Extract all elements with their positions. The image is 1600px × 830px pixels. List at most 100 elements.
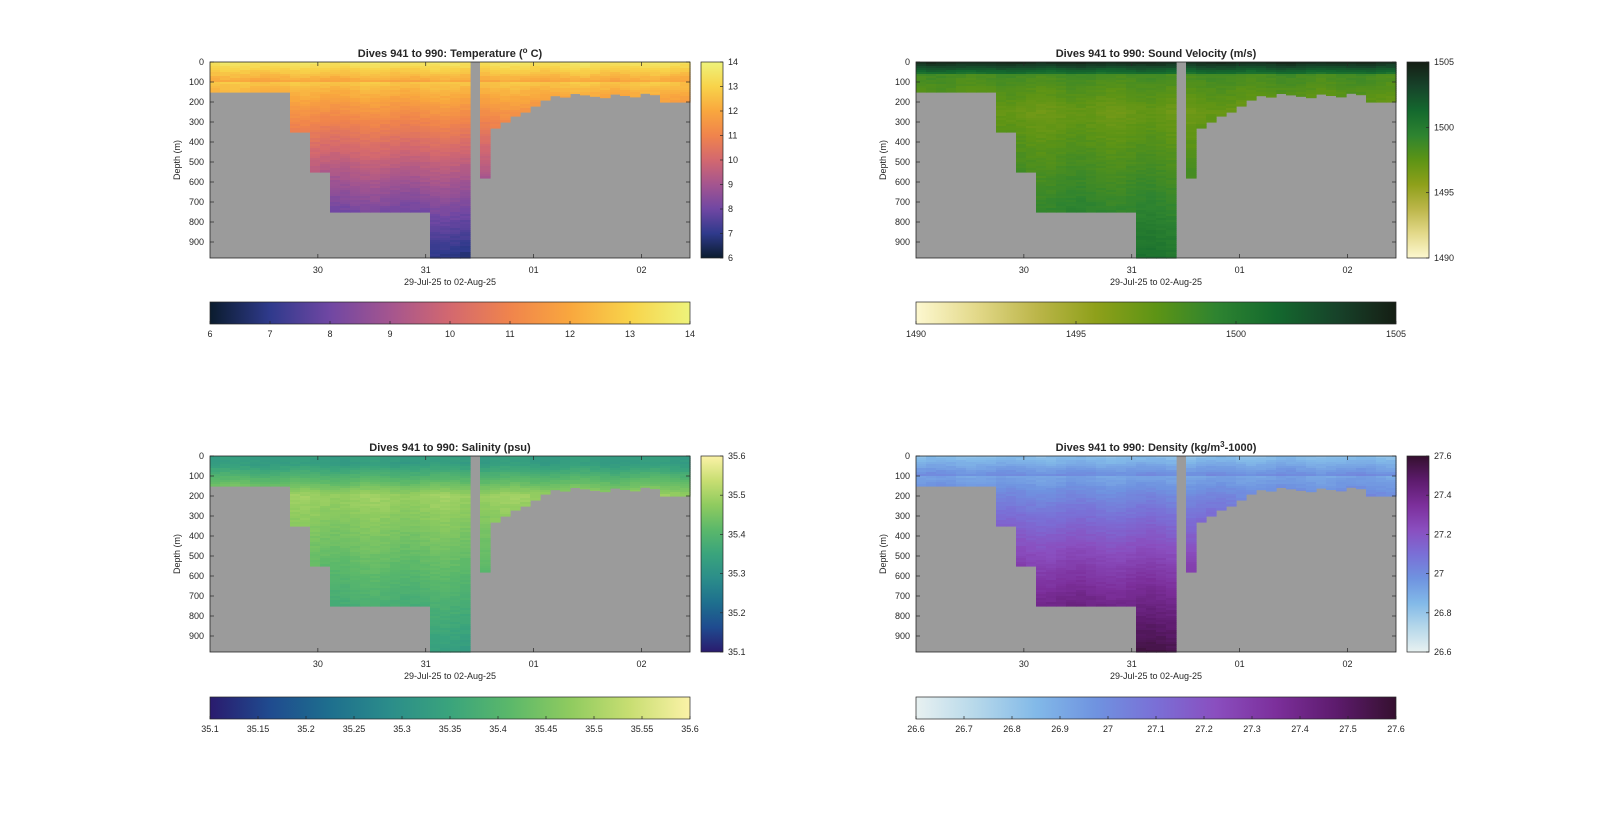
heatmap-cell bbox=[210, 462, 221, 465]
heatmap-cell bbox=[670, 92, 681, 95]
heatmap-cell bbox=[210, 466, 221, 469]
heatmap-cell bbox=[1066, 200, 1077, 203]
heatmap-cell bbox=[480, 122, 491, 125]
heatmap-cell bbox=[400, 68, 411, 71]
heatmap-cell bbox=[310, 508, 321, 511]
heatmap-cell bbox=[640, 92, 651, 94]
heatmap-cell bbox=[976, 84, 987, 87]
heatmap-cell bbox=[1086, 122, 1097, 125]
heatmap-cell bbox=[420, 494, 431, 497]
heatmap-cell bbox=[1136, 142, 1147, 145]
heatmap-cell bbox=[460, 236, 471, 239]
heatmap-cell bbox=[340, 84, 351, 87]
heatmap-cell bbox=[340, 526, 351, 529]
heatmap-cell bbox=[350, 96, 361, 99]
heatmap-cell bbox=[360, 90, 371, 93]
heatmap-cell bbox=[1086, 106, 1097, 109]
heatmap-cell bbox=[946, 66, 957, 69]
heatmap-cell bbox=[1116, 90, 1127, 93]
heatmap-cell bbox=[1036, 128, 1047, 131]
heatmap-cell bbox=[410, 602, 421, 605]
heatmap-cell bbox=[340, 106, 351, 109]
heatmap-cell bbox=[350, 206, 361, 209]
heatmap-cell bbox=[360, 590, 371, 593]
heatmap-cell bbox=[1086, 138, 1097, 141]
heatmap-cell bbox=[1156, 138, 1167, 141]
heatmap-cell bbox=[290, 70, 301, 73]
heatmap-cell bbox=[1086, 192, 1097, 195]
heatmap-cell bbox=[330, 514, 341, 517]
heatmap-cell bbox=[1116, 140, 1127, 143]
heatmap-cell bbox=[290, 104, 301, 107]
heatmap-cell bbox=[480, 106, 491, 109]
heatmap-cell bbox=[420, 156, 431, 159]
heatmap-cell bbox=[1076, 124, 1087, 127]
heatmap-cell bbox=[440, 210, 451, 213]
heatmap-cell bbox=[1116, 106, 1127, 109]
heatmap-cell bbox=[430, 248, 441, 251]
heatmap-cell bbox=[1016, 108, 1027, 111]
heatmap-cell bbox=[320, 560, 331, 563]
heatmap-cell bbox=[1046, 72, 1057, 75]
heatmap-cell bbox=[410, 580, 421, 583]
heatmap-cell bbox=[1366, 80, 1377, 83]
heatmap-cell bbox=[1056, 86, 1067, 89]
heatmap-cell bbox=[1196, 116, 1207, 119]
heatmap-cell bbox=[320, 522, 331, 525]
heatmap-cell bbox=[1266, 88, 1277, 91]
heatmap-cell bbox=[350, 208, 361, 211]
heatmap-cell bbox=[320, 540, 331, 543]
heatmap-cell bbox=[1096, 194, 1107, 197]
heatmap-cell bbox=[1186, 158, 1197, 161]
heatmap-cell bbox=[430, 80, 441, 83]
heatmap-cell bbox=[1216, 68, 1227, 71]
heatmap-cell bbox=[610, 78, 621, 81]
heatmap-cell bbox=[620, 90, 631, 93]
heatmap-cell bbox=[330, 562, 341, 565]
heatmap-cell bbox=[380, 126, 391, 129]
heatmap-cell bbox=[450, 84, 461, 87]
heatmap-cell bbox=[1046, 210, 1057, 213]
heatmap-cell bbox=[520, 88, 531, 91]
heatmap-cell bbox=[1066, 174, 1077, 177]
heatmap-cell bbox=[1186, 124, 1197, 127]
heatmap-cell bbox=[1066, 170, 1077, 173]
heatmap-cell bbox=[1076, 102, 1087, 105]
heatmap-cell bbox=[1316, 66, 1327, 69]
heatmap-cell bbox=[1036, 118, 1047, 121]
heatmap-cell bbox=[350, 478, 361, 481]
heatmap-cell bbox=[310, 62, 321, 65]
heatmap-cell bbox=[270, 480, 281, 483]
heatmap-cell bbox=[370, 594, 381, 597]
heatmap-cell bbox=[1076, 104, 1087, 107]
heatmap-cell bbox=[1006, 70, 1017, 73]
heatmap-cell bbox=[260, 78, 271, 81]
heatmap-cell bbox=[966, 80, 977, 83]
heatmap-cell bbox=[1166, 84, 1177, 87]
heatmap-cell bbox=[1156, 98, 1167, 101]
heatmap-cell bbox=[550, 78, 561, 81]
heatmap-cell bbox=[370, 564, 381, 567]
heatmap-cell bbox=[1366, 100, 1377, 103]
heatmap-cell bbox=[1096, 126, 1107, 129]
heatmap-cell bbox=[1016, 146, 1027, 149]
heatmap-cell bbox=[270, 74, 281, 77]
heatmap-cell bbox=[350, 190, 361, 193]
heatmap-cell bbox=[1156, 184, 1167, 187]
heatmap-cell bbox=[360, 64, 371, 67]
heatmap-cell bbox=[1006, 110, 1017, 113]
heatmap-cell bbox=[1246, 76, 1257, 79]
heatmap-cell bbox=[1086, 168, 1097, 171]
heatmap-cell bbox=[320, 74, 331, 77]
heatmap-cell bbox=[310, 502, 321, 505]
heatmap-cell bbox=[450, 178, 461, 181]
heatmap-cell bbox=[220, 88, 231, 91]
heatmap-cell bbox=[360, 158, 371, 161]
heatmap-cell bbox=[1186, 138, 1197, 141]
heatmap-cell bbox=[1116, 94, 1127, 97]
heatmap-cell bbox=[400, 122, 411, 125]
heatmap-cell bbox=[400, 188, 411, 191]
heatmap-cell bbox=[1006, 78, 1017, 81]
heatmap-cell bbox=[540, 82, 551, 85]
heatmap-cell bbox=[390, 598, 401, 601]
